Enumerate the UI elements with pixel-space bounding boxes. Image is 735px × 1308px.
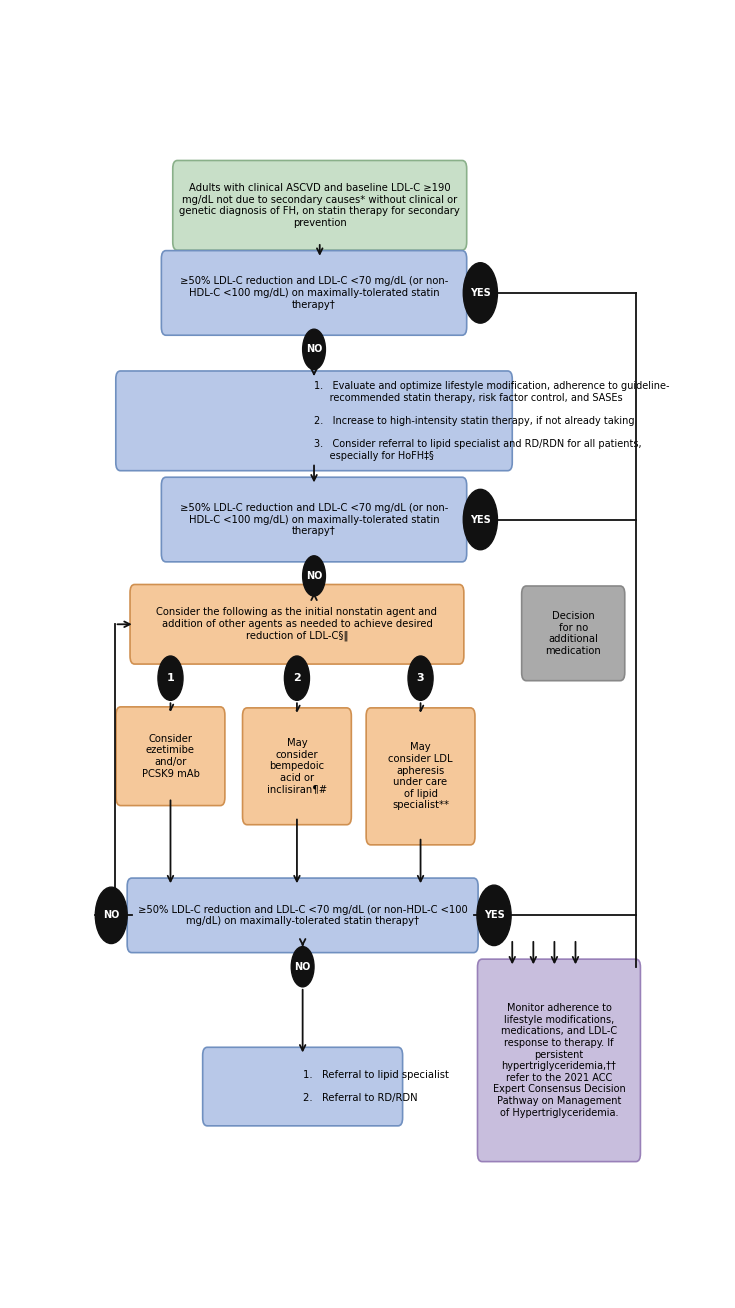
Text: Consider the following as the initial nonstatin agent and
addition of other agen: Consider the following as the initial no… (157, 607, 437, 641)
Text: Consider
ezetimibe
and/or
PCSK9 mAb: Consider ezetimibe and/or PCSK9 mAb (142, 734, 199, 778)
Text: 2: 2 (293, 674, 301, 683)
Circle shape (284, 657, 309, 700)
Text: NO: NO (103, 910, 119, 921)
Circle shape (303, 330, 326, 369)
Text: ≥50% LDL-C reduction and LDL-C <70 mg/dL (or non-HDL-C <100
mg/dL) on maximally-: ≥50% LDL-C reduction and LDL-C <70 mg/dL… (137, 905, 467, 926)
Text: Decision
for no
additional
medication: Decision for no additional medication (545, 611, 601, 655)
Text: 1.   Referral to lipid specialist

2.   Referral to RD/RDN: 1. Referral to lipid specialist 2. Refer… (303, 1070, 448, 1103)
Text: ≥50% LDL-C reduction and LDL-C <70 mg/dL (or non-
HDL-C <100 mg/dL) on maximally: ≥50% LDL-C reduction and LDL-C <70 mg/dL… (180, 504, 448, 536)
FancyBboxPatch shape (203, 1048, 403, 1126)
Circle shape (463, 489, 498, 549)
Text: Adults with clinical ASCVD and baseline LDL-C ≥190
mg/dL not due to secondary ca: Adults with clinical ASCVD and baseline … (179, 183, 460, 228)
Circle shape (408, 657, 433, 700)
FancyBboxPatch shape (116, 706, 225, 806)
FancyBboxPatch shape (173, 161, 467, 250)
Text: 3: 3 (417, 674, 424, 683)
Text: YES: YES (484, 910, 504, 921)
Circle shape (158, 657, 183, 700)
Text: NO: NO (295, 961, 311, 972)
Text: YES: YES (470, 514, 491, 525)
FancyBboxPatch shape (366, 708, 475, 845)
FancyBboxPatch shape (243, 708, 351, 825)
Circle shape (291, 947, 314, 986)
Text: NO: NO (306, 344, 322, 354)
FancyBboxPatch shape (522, 586, 625, 680)
Circle shape (96, 887, 127, 943)
FancyBboxPatch shape (162, 251, 467, 335)
Text: May
consider
bempedoic
acid or
inclisiran¶#: May consider bempedoic acid or inclisira… (267, 738, 327, 794)
FancyBboxPatch shape (127, 878, 478, 952)
FancyBboxPatch shape (116, 371, 512, 471)
FancyBboxPatch shape (130, 585, 464, 664)
Text: ≥50% LDL-C reduction and LDL-C <70 mg/dL (or non-
HDL-C <100 mg/dL) on maximally: ≥50% LDL-C reduction and LDL-C <70 mg/dL… (180, 276, 448, 310)
Circle shape (463, 263, 498, 323)
Text: NO: NO (306, 570, 322, 581)
Circle shape (303, 556, 326, 596)
Text: Monitor adherence to
lifestyle modifications,
medications, and LDL-C
response to: Monitor adherence to lifestyle modificat… (492, 1003, 625, 1117)
FancyBboxPatch shape (478, 959, 640, 1162)
Circle shape (477, 886, 511, 946)
Text: 1: 1 (167, 674, 174, 683)
Text: 1.   Evaluate and optimize lifestyle modification, adherence to guideline-
     : 1. Evaluate and optimize lifestyle modif… (314, 381, 670, 460)
FancyBboxPatch shape (162, 477, 467, 562)
Text: YES: YES (470, 288, 491, 298)
Text: May
consider LDL
apheresis
under care
of lipid
specialist**: May consider LDL apheresis under care of… (388, 743, 453, 811)
